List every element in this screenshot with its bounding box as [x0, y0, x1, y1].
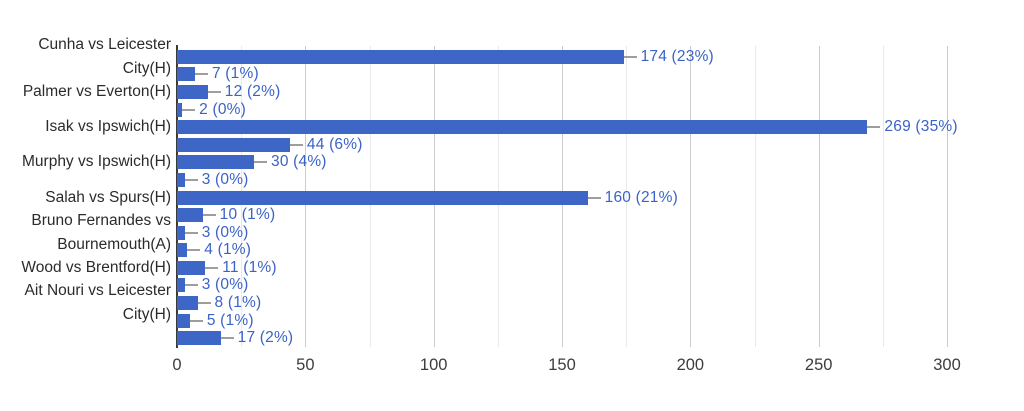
x-axis-tick-label: 100 — [419, 356, 448, 374]
x-axis-tick-label: 200 — [676, 356, 705, 374]
value-annotation: 174 (23%) — [640, 47, 714, 65]
annotation-stub-line — [202, 214, 216, 217]
value-annotation: 3 (0%) — [201, 276, 249, 294]
category-label: Cunha vs Leicester City(H) — [4, 33, 171, 81]
annotation-stub-line — [207, 90, 221, 93]
value-annotation: 3 (0%) — [201, 223, 249, 241]
gridline-minor — [626, 46, 628, 347]
horizontal-bar — [177, 137, 290, 152]
category-label: Wood vs Brentford(H) — [4, 256, 171, 280]
category-label: Murphy vs Ipswich(H) — [4, 150, 171, 174]
category-label-line: Salah vs Spurs(H) — [45, 188, 171, 206]
value-annotation: 2 (0%) — [199, 100, 246, 118]
horizontal-bar — [177, 225, 185, 240]
annotation-stub-line — [289, 143, 303, 146]
horizontal-bar — [177, 172, 185, 187]
annotation-stub-line — [205, 266, 219, 269]
annotation-stub-line — [184, 284, 198, 287]
value-annotation: 10 (1%) — [219, 206, 276, 224]
category-label: Ait Nouri vs Leicester City(H) — [4, 279, 171, 327]
value-annotation: 7 (1%) — [211, 65, 259, 83]
annotation-stub-line — [187, 249, 201, 252]
annotation-stub-line — [254, 161, 267, 164]
value-annotation: 8 (1%) — [214, 294, 262, 312]
horizontal-bar — [177, 102, 183, 117]
category-label-line: Ait Nouri vs Leicester — [24, 282, 171, 300]
annotation-stub-line — [220, 337, 234, 340]
horizontal-bar — [177, 190, 588, 205]
category-label-line: Isak vs Ipswich(H) — [45, 118, 171, 136]
category-label: Isak vs Ipswich(H) — [4, 115, 171, 139]
category-label-line: City(H) — [122, 59, 171, 77]
gridline-major — [947, 46, 948, 347]
category-label: Bruno Fernandes vs Bournemouth(A) — [4, 209, 171, 257]
horizontal-bar — [177, 120, 868, 135]
horizontal-bar — [177, 243, 188, 258]
annotation-stub-line — [194, 73, 208, 76]
value-annotation: 30 (4%) — [271, 153, 327, 171]
annotation-stub-line — [182, 108, 196, 111]
horizontal-bar — [177, 296, 198, 311]
value-annotation: 17 (2%) — [237, 329, 294, 347]
category-label-line: Wood vs Brentford(H) — [21, 258, 171, 276]
horizontal-bar — [177, 49, 624, 64]
category-label-line: Bruno Fernandes vs — [31, 211, 171, 229]
annotation-stub-line — [623, 55, 637, 58]
x-axis-tick-label: 0 — [172, 356, 182, 374]
annotation-stub-line — [189, 319, 203, 322]
value-annotation: 12 (2%) — [224, 82, 281, 100]
value-annotation: 44 (6%) — [306, 135, 363, 153]
x-axis-tick-label: 250 — [804, 356, 833, 374]
value-annotation: 269 (35%) — [884, 118, 958, 136]
annotation-stub-line — [867, 126, 881, 129]
gridline-major — [690, 46, 692, 347]
gridline-minor — [882, 46, 884, 347]
value-annotation: 160 (21%) — [604, 188, 678, 206]
value-annotation: 3 (0%) — [201, 170, 249, 188]
horizontal-bar — [177, 155, 254, 170]
category-label-line: Bournemouth(A) — [57, 235, 171, 253]
horizontal-bar — [177, 313, 190, 328]
x-axis-tick-label: 50 — [296, 356, 315, 374]
category-label-line: Murphy vs Ipswich(H) — [22, 153, 171, 171]
category-label-line: City(H) — [122, 306, 171, 324]
value-annotation: 11 (1%) — [222, 258, 277, 276]
gridline-minor — [754, 46, 756, 347]
horizontal-bar — [177, 67, 195, 82]
x-axis-tick-label: 150 — [548, 356, 576, 374]
horizontal-bar — [177, 278, 185, 293]
annotation-stub-line — [184, 178, 198, 181]
category-label: Palmer vs Everton(H) — [4, 80, 171, 104]
value-annotation: 4 (1%) — [204, 241, 252, 259]
horizontal-bar — [177, 331, 221, 346]
category-label-line: Cunha vs Leicester — [38, 35, 171, 53]
annotation-stub-line — [197, 302, 211, 305]
horizontal-bar — [177, 84, 208, 99]
value-annotation: 5 (1%) — [206, 311, 254, 329]
annotation-stub-line — [184, 231, 198, 234]
horizontal-bar — [177, 260, 206, 275]
gridline-major — [818, 46, 820, 347]
category-label: Salah vs Spurs(H) — [4, 186, 171, 210]
x-axis-tick-label: 300 — [933, 356, 961, 374]
horizontal-bar — [177, 208, 203, 223]
annotation-stub-line — [587, 196, 601, 199]
category-label-line: Palmer vs Everton(H) — [22, 82, 171, 100]
